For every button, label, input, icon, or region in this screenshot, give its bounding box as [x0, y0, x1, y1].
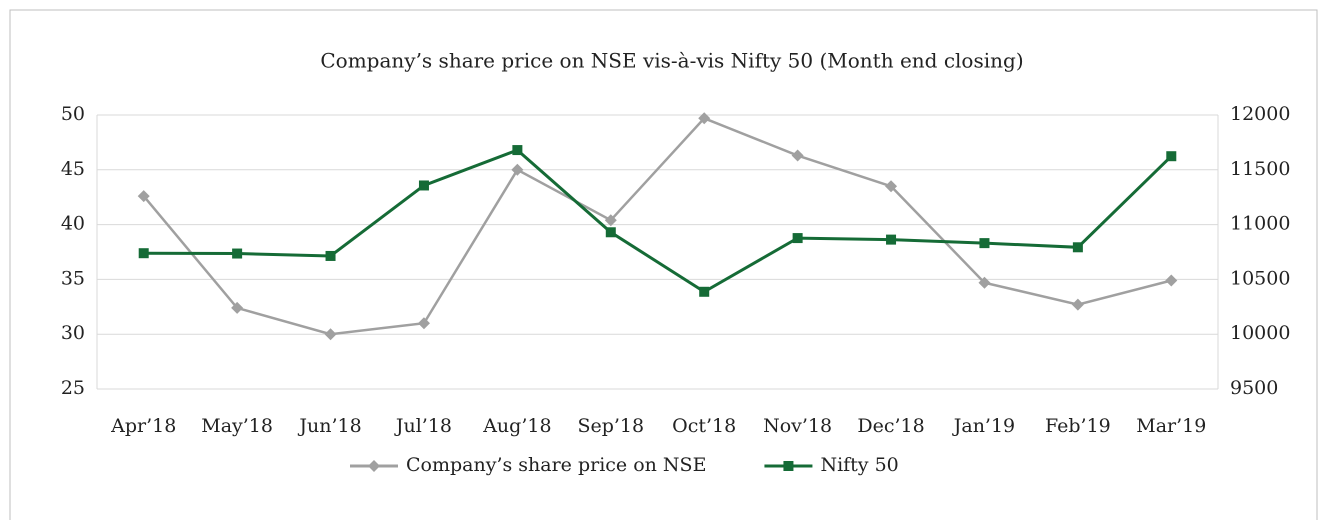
- point: [324, 328, 337, 341]
- legend-label: Company’s share price on NSE: [406, 454, 706, 476]
- series-line: [143, 148, 1173, 294]
- y-tick-label: 35: [61, 267, 85, 289]
- legend-label: Nifty 50: [820, 454, 898, 476]
- point: [417, 317, 430, 330]
- y2-tick-label: 9500: [1230, 377, 1278, 399]
- point: [418, 180, 429, 191]
- legend-marker: [783, 461, 794, 471]
- chart-frame: [9, 9, 1318, 520]
- y-tick-label: 50: [61, 103, 85, 125]
- point: [885, 180, 898, 193]
- x-tick-label: May’18: [201, 415, 273, 437]
- y2-tick-label: 10000: [1230, 322, 1290, 344]
- y-tick-label: 45: [61, 158, 85, 180]
- y-tick-label: 25: [61, 377, 85, 399]
- x-tick-label: Feb’19: [1045, 415, 1111, 437]
- chart-title: Company’s share price on NSE vis-à-vis N…: [320, 49, 1023, 73]
- point: [1166, 151, 1177, 162]
- x-tick-label: Oct’18: [672, 415, 736, 437]
- point: [232, 248, 243, 259]
- point: [512, 145, 523, 156]
- point: [978, 276, 991, 289]
- point: [699, 286, 710, 297]
- x-tick-label: Aug’18: [482, 415, 551, 437]
- point: [325, 250, 336, 261]
- point: [979, 238, 990, 249]
- x-tick-label: Sep’18: [577, 415, 644, 437]
- point: [231, 301, 244, 314]
- point: [698, 112, 711, 125]
- x-tick-label: Jul’18: [394, 415, 452, 437]
- series-line: [142, 116, 1172, 336]
- point: [1165, 274, 1178, 287]
- point: [1072, 242, 1083, 253]
- x-tick-label: Jan’19: [952, 415, 1015, 437]
- y-tick-label: 30: [61, 322, 85, 344]
- x-tick-label: Mar’19: [1136, 415, 1206, 437]
- point: [791, 149, 804, 162]
- x-tick-label: Jun’18: [297, 415, 361, 437]
- point: [604, 214, 617, 227]
- point: [605, 227, 616, 238]
- point: [511, 163, 524, 176]
- legend-marker: [368, 460, 380, 472]
- y-tick-label: 40: [61, 213, 85, 235]
- y2-tick-label: 11500: [1230, 158, 1290, 180]
- y2-tick-label: 10500: [1230, 267, 1290, 289]
- point: [1071, 298, 1084, 311]
- point: [792, 233, 803, 244]
- x-tick-label: Apr’18: [110, 415, 176, 437]
- point: [137, 190, 150, 203]
- x-tick-label: Dec’18: [857, 415, 924, 437]
- y2-tick-label: 11000: [1230, 213, 1290, 235]
- point: [886, 234, 897, 245]
- point: [138, 248, 149, 259]
- x-tick-label: Nov’18: [763, 415, 832, 437]
- y2-tick-label: 12000: [1230, 103, 1290, 125]
